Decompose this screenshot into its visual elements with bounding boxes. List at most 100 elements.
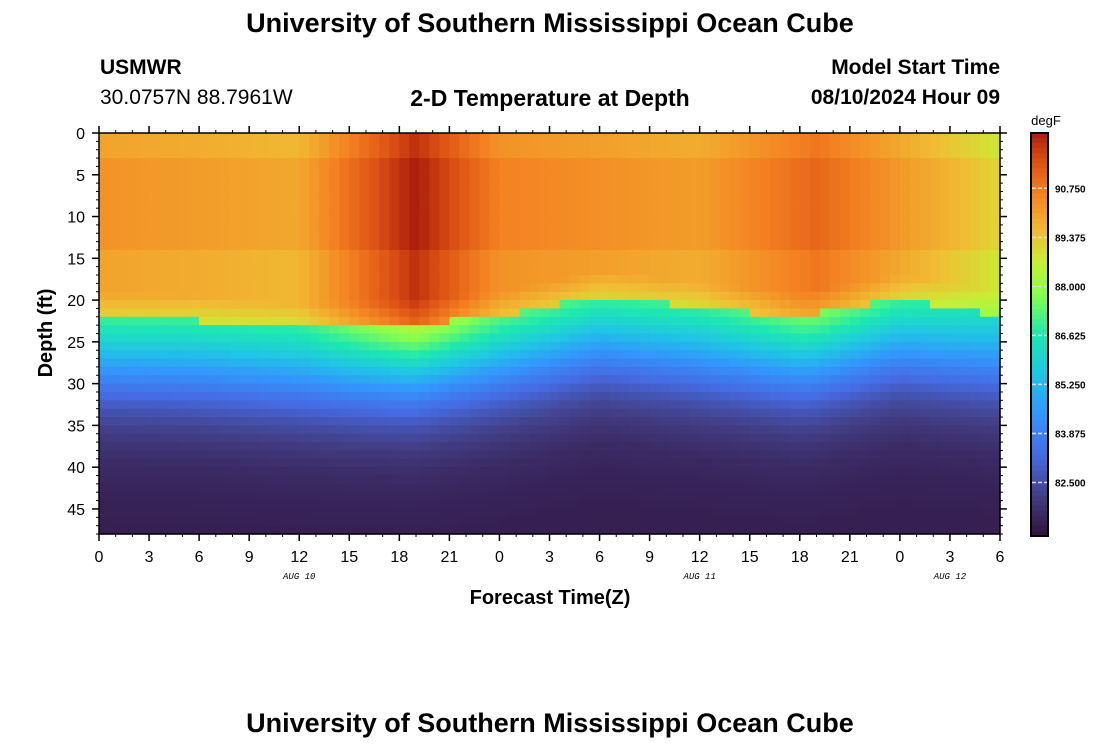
heatmap-cell: [459, 425, 471, 435]
heatmap-cell: [789, 291, 801, 301]
heatmap-cell: [99, 450, 110, 460]
heatmap-cell: [649, 525, 661, 535]
heatmap-cell: [199, 350, 210, 360]
colorbar-swatch: [1031, 344, 1048, 351]
heatmap-cell: [859, 300, 871, 310]
colorbar-swatch: [1031, 324, 1048, 331]
heatmap-cell: [619, 275, 631, 284]
heatmap-cell: [249, 308, 260, 318]
heatmap-cell: [709, 492, 721, 502]
heatmap-cell: [109, 224, 120, 234]
heatmap-cell: [849, 141, 861, 151]
heatmap-cell: [949, 216, 961, 226]
heatmap-cell: [249, 166, 260, 176]
heatmap-cell: [749, 291, 761, 301]
heatmap-cell: [589, 350, 601, 360]
heatmap-cell: [469, 308, 481, 318]
heatmap-cell: [399, 283, 410, 293]
heatmap-cell: [929, 158, 941, 168]
heatmap-cell: [459, 350, 471, 360]
heatmap-cell: [139, 325, 150, 335]
heatmap-cell: [499, 433, 511, 443]
heatmap-cell: [829, 183, 841, 193]
heatmap-cell: [399, 467, 410, 477]
heatmap-cell: [409, 300, 420, 310]
heatmap-cell: [489, 266, 501, 276]
heatmap-cell: [839, 433, 851, 443]
heatmap-cell: [539, 224, 551, 234]
heatmap-cell: [269, 224, 280, 234]
heatmap-cell: [249, 224, 260, 234]
heatmap-cell: [759, 224, 771, 234]
heatmap-cell: [809, 408, 821, 418]
heatmap-cell: [459, 291, 471, 301]
heatmap-cell: [649, 158, 661, 168]
heatmap-cell: [689, 417, 701, 426]
heatmap-cell: [289, 400, 300, 410]
heatmap-cell: [579, 366, 591, 376]
heatmap-cell: [299, 417, 310, 426]
heatmap-cell: [839, 350, 851, 360]
heatmap-cell: [849, 308, 861, 318]
heatmap-cell: [819, 500, 831, 510]
heatmap-cell: [689, 258, 701, 268]
heatmap-cell: [339, 425, 350, 435]
heatmap-cell: [239, 467, 250, 477]
heatmap-cell: [979, 308, 991, 318]
heatmap-cell: [479, 508, 491, 518]
heatmap-cell: [169, 216, 180, 226]
heatmap-cell: [259, 308, 270, 318]
heatmap-cell: [469, 408, 481, 418]
heatmap-cell: [909, 174, 921, 184]
heatmap-cell: [779, 458, 791, 468]
heatmap-cell: [459, 191, 471, 201]
heatmap-cell: [269, 191, 280, 201]
heatmap-cell: [689, 508, 701, 518]
heatmap-cell: [389, 450, 400, 460]
heatmap-cell: [299, 408, 310, 418]
heatmap-cell: [369, 375, 380, 385]
heatmap-cell: [149, 191, 160, 201]
heatmap-cell: [399, 525, 410, 535]
heatmap-cell: [259, 425, 270, 435]
heatmap-cell: [899, 483, 911, 493]
heatmap-cell: [429, 400, 440, 410]
heatmap-cell: [299, 450, 310, 460]
heatmap-cell: [119, 383, 130, 393]
heatmap-cell: [809, 467, 821, 477]
heatmap-cell: [159, 300, 170, 310]
heatmap-cell: [129, 283, 140, 293]
heatmap-cell: [649, 216, 661, 226]
heatmap-cell: [99, 191, 110, 201]
heatmap-cell: [759, 391, 771, 401]
heatmap-cell: [949, 158, 961, 168]
heatmap-cell: [179, 316, 190, 326]
heatmap-cell: [869, 400, 881, 410]
heatmap-cell: [719, 249, 731, 259]
heatmap-cell: [689, 199, 701, 209]
heatmap-cell: [359, 517, 370, 527]
heatmap-cell: [719, 391, 731, 401]
heatmap-cell: [799, 341, 811, 351]
heatmap-cell: [119, 174, 130, 184]
heatmap-cell: [179, 233, 190, 243]
heatmap-cell: [679, 266, 691, 276]
heatmap-cell: [369, 508, 380, 518]
heatmap-cell: [279, 475, 290, 485]
heatmap-cell: [359, 483, 370, 493]
heatmap-cell: [119, 425, 130, 435]
heatmap-cell: [219, 325, 230, 335]
heatmap-cell: [799, 425, 811, 435]
heatmap-cell: [929, 417, 941, 426]
heatmap-cell: [819, 158, 831, 168]
heatmap-cell: [899, 500, 911, 510]
heatmap-cell: [989, 249, 1001, 259]
heatmap-cell: [619, 241, 631, 251]
heatmap-cell: [429, 266, 440, 276]
heatmap-cell: [959, 433, 971, 443]
footer-title: University of Southern Mississippi Ocean…: [246, 708, 854, 738]
heatmap-cell: [699, 333, 711, 343]
heatmap-cell: [259, 300, 270, 310]
heatmap-cell: [529, 391, 541, 401]
x-tick-label: 6: [996, 549, 1005, 566]
